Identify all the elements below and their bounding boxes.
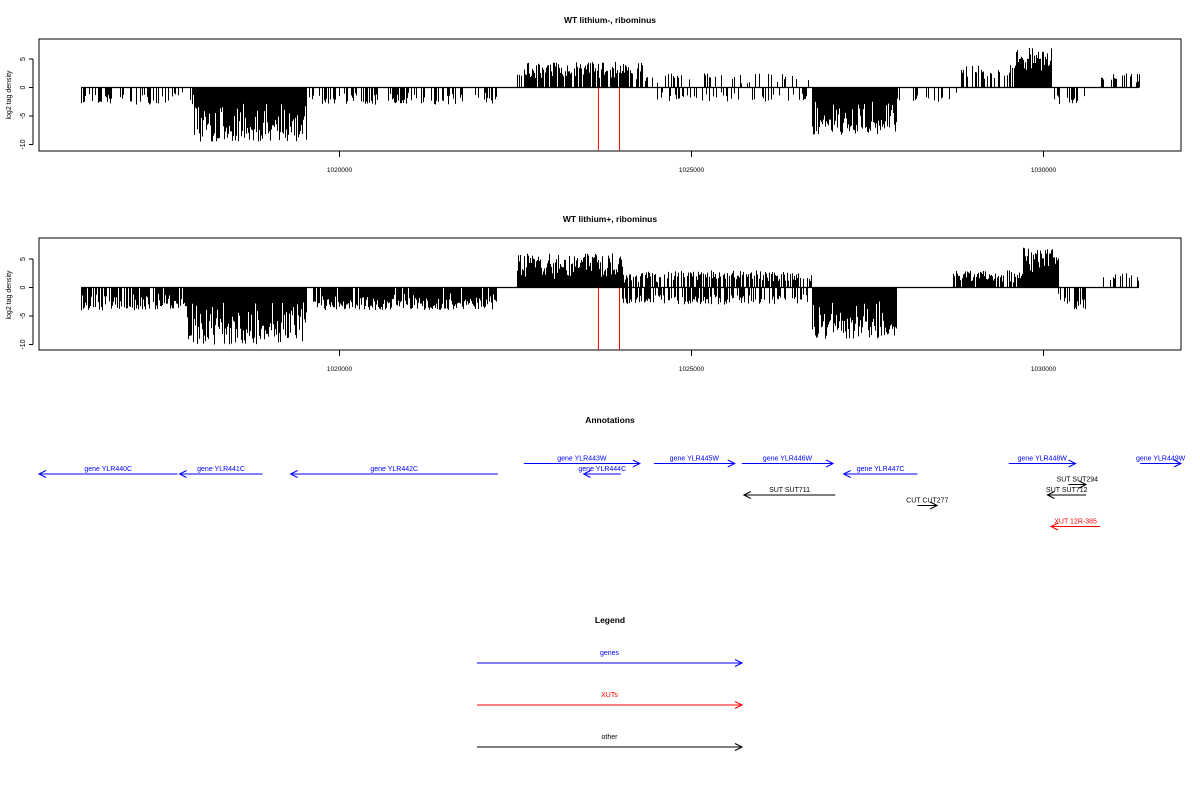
y-tick-label: 0: [20, 85, 27, 89]
plot-frame: [38, 38, 1182, 152]
track-panel-lithium-plus: WT lithium+, ribominus log2 tag density …: [6, 214, 1182, 373]
legend-items: genes XUTs other: [477, 650, 744, 751]
legend-item-xut: XUTs: [477, 692, 744, 709]
y-tick-label: 0: [20, 285, 27, 289]
annotation-arrowhead-icon: [1049, 522, 1059, 531]
plot-frame: [38, 237, 1182, 351]
annotation-label: gene YLR441C: [197, 466, 245, 473]
annotations-panel: Annotations gene YLR440C gene YLR441C gene…: [37, 415, 1186, 531]
y-tick-label: -5: [20, 313, 27, 319]
annotation-arrowhead-icon: [742, 491, 752, 499]
x-tick-label: 1030000: [1031, 366, 1057, 373]
legend-arrowhead-icon: [734, 659, 744, 667]
legend-label: other: [602, 734, 619, 741]
legend-arrowhead-icon: [734, 701, 744, 709]
annotation-gene: gene YLR443W: [523, 456, 641, 468]
annotation-arrowhead-icon: [632, 459, 641, 468]
legend-title: Legend: [595, 615, 625, 625]
panel-title: WT lithium-, ribominus: [564, 15, 656, 25]
annotation-arrowhead-icon: [1068, 459, 1077, 468]
legend-arrowhead-icon: [734, 743, 744, 751]
annotation-arrowhead-icon: [1046, 491, 1055, 499]
annotation-label: gene YLR440C: [84, 466, 132, 473]
annotation-label: gene YLR443W: [557, 456, 607, 463]
annotation-label: gene YLR444C: [578, 466, 626, 473]
annotation-label: SUT SUT294: [1057, 477, 1099, 484]
annotation-arrowhead-icon: [727, 459, 736, 468]
annotation-gene: gene YLR442C: [289, 466, 498, 478]
annotation-xut: XUT 12R-385: [1049, 519, 1101, 531]
annotation-label: gene YLR445W: [670, 456, 720, 463]
annotation-arrowhead-icon: [1078, 480, 1088, 489]
annotation-arrowhead-icon: [178, 470, 187, 478]
annotation-label: gene YLR449W: [1136, 456, 1186, 463]
x-tick-label: 1020000: [327, 366, 353, 373]
annotation-label: CUT CUT277: [906, 498, 948, 505]
annotation-arrowhead-icon: [929, 501, 939, 510]
annotation-gene: gene YLR449W: [1136, 456, 1186, 468]
annotation-gene: gene YLR441C: [178, 466, 263, 478]
x-tick-label: 1030000: [1031, 167, 1057, 174]
annotation-other: SUT SUT712: [1046, 487, 1088, 499]
y-axis-label: log2 tag density: [6, 270, 13, 320]
annotation-label: XUT 12R-385: [1054, 519, 1097, 526]
density-bars: [81, 48, 1140, 151]
y-axis: -10 -5 0 5: [20, 257, 34, 350]
y-tick-label: -5: [20, 113, 27, 119]
density-bars: [81, 247, 1139, 351]
annotation-gene: gene YLR445W: [653, 456, 736, 468]
annotation-label: SUT SUT711: [769, 487, 810, 494]
annotation-gene: gene YLR440C: [37, 466, 178, 478]
y-tick-label: 5: [20, 57, 27, 61]
annotation-gene: gene YLR444C: [578, 466, 626, 478]
legend-label: genes: [600, 650, 620, 657]
x-tick-label: 1025000: [679, 167, 705, 174]
annotation-label: gene YLR442C: [370, 466, 418, 473]
track-panel-lithium-minus: WT lithium-, ribominus log2 tag density …: [6, 15, 1182, 174]
legend-label: XUTs: [601, 692, 618, 699]
annotations-title: Annotations: [585, 415, 635, 425]
y-axis: -10 -5 0 5: [20, 57, 34, 150]
annotation-gene: gene YLR448W: [1008, 456, 1077, 468]
annotation-other: SUT SUT294: [1057, 477, 1099, 489]
annotation-gene: gene YLR446W: [741, 456, 835, 468]
x-axis: 1020000 1025000 1030000: [327, 151, 1057, 174]
annotation-arrowhead-icon: [37, 470, 47, 478]
y-tick-label: 5: [20, 257, 27, 261]
annotation-label: gene YLR448W: [1018, 456, 1068, 463]
annotation-arrowhead-icon: [289, 470, 298, 478]
annotation-arrowhead-icon: [582, 470, 591, 478]
annotation-items: gene YLR440C gene YLR441C gene YLR442C gene…: [37, 456, 1186, 531]
annotation-label: gene YLR446W: [763, 456, 813, 463]
x-tick-label: 1025000: [679, 366, 705, 373]
x-axis: 1020000 1025000 1030000: [327, 350, 1057, 373]
annotation-label: gene YLR447C: [857, 466, 905, 473]
annotation-arrowhead-icon: [1173, 459, 1183, 468]
annotation-label: SUT SUT712: [1046, 487, 1088, 494]
legend-item-gene: genes: [477, 650, 744, 667]
annotation-arrowhead-icon: [842, 470, 851, 478]
y-tick-label: -10: [20, 139, 27, 149]
annotation-gene: gene YLR447C: [842, 466, 918, 478]
legend-item-other: other: [477, 734, 744, 751]
y-tick-label: -10: [20, 339, 27, 349]
annotation-other: CUT CUT277: [906, 498, 949, 510]
annotation-arrowhead-icon: [825, 459, 835, 468]
legend-panel: Legend genes XUTs other: [477, 615, 744, 751]
x-tick-label: 1020000: [327, 167, 353, 174]
annotation-other: SUT SUT711: [742, 487, 836, 499]
panel-title: WT lithium+, ribominus: [563, 214, 657, 224]
y-axis-label: log2 tag density: [6, 70, 13, 120]
